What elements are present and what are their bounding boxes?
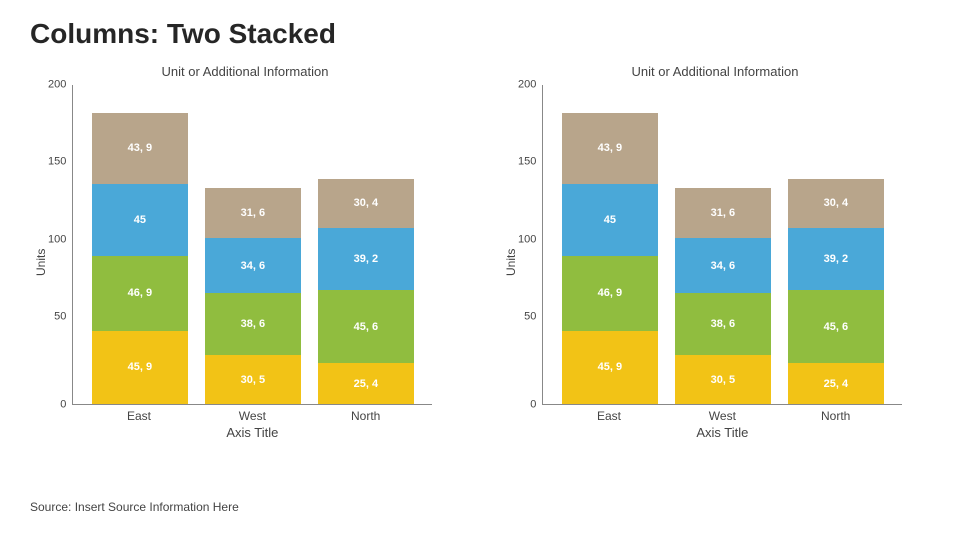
bar-column: 45, 946, 94543, 9 [92, 113, 188, 404]
y-tick: 150 [48, 157, 66, 168]
bar-segment: 25, 4 [788, 363, 884, 404]
bar-segment: 30, 5 [675, 355, 771, 404]
bars-container: 45, 946, 94543, 930, 538, 634, 631, 625,… [73, 85, 432, 404]
bar-segment: 45 [562, 184, 658, 256]
slide-title: Columns: Two Stacked [30, 18, 930, 50]
bars-container: 45, 946, 94543, 930, 538, 634, 631, 625,… [543, 85, 902, 404]
plot-area: 45, 946, 94543, 930, 538, 634, 631, 625,… [72, 85, 432, 405]
x-axis-title: Axis Title [72, 425, 432, 440]
y-tick: 200 [518, 80, 536, 91]
bar-segment: 45, 9 [562, 331, 658, 404]
y-tick: 0 [518, 400, 536, 411]
y-tick: 50 [518, 311, 536, 322]
bar-segment: 34, 6 [675, 238, 771, 293]
bar-segment: 39, 2 [318, 228, 414, 291]
y-tick: 200 [48, 80, 66, 91]
x-labels: East West North [72, 405, 432, 423]
bar-segment: 38, 6 [205, 293, 301, 355]
bar-segment: 45 [92, 184, 188, 256]
x-axis-title: Axis Title [542, 425, 902, 440]
x-label: East [91, 409, 187, 423]
bar-segment: 43, 9 [562, 113, 658, 183]
x-labels: East West North [542, 405, 902, 423]
chart-left: Unit or Additional Information Units 200… [30, 64, 460, 440]
plot-area: 45, 946, 94543, 930, 538, 634, 631, 625,… [542, 85, 902, 405]
bar-segment: 25, 4 [318, 363, 414, 404]
y-tick: 100 [48, 234, 66, 245]
bar-segment: 45, 9 [92, 331, 188, 404]
x-label: North [318, 409, 414, 423]
bar-segment: 31, 6 [675, 188, 771, 239]
bar-column: 30, 538, 634, 631, 6 [205, 188, 301, 404]
bar-segment: 43, 9 [92, 113, 188, 183]
y-tick: 0 [48, 400, 66, 411]
y-axis-label: Units [500, 85, 518, 440]
y-axis-label: Units [30, 85, 48, 440]
y-tick: 150 [518, 157, 536, 168]
x-label: East [561, 409, 657, 423]
chart-title: Unit or Additional Information [30, 64, 460, 79]
x-label: West [674, 409, 770, 423]
bar-segment: 45, 6 [318, 290, 414, 363]
y-ticks: 200 150 100 50 0 [518, 85, 542, 405]
bar-segment: 30, 5 [205, 355, 301, 404]
x-label: West [204, 409, 300, 423]
bar-segment: 46, 9 [562, 256, 658, 331]
chart-title: Unit or Additional Information [500, 64, 930, 79]
bar-segment: 45, 6 [788, 290, 884, 363]
bar-column: 25, 445, 639, 230, 4 [318, 179, 414, 404]
bar-segment: 31, 6 [205, 188, 301, 239]
y-tick: 50 [48, 311, 66, 322]
y-tick: 100 [518, 234, 536, 245]
bar-column: 45, 946, 94543, 9 [562, 113, 658, 404]
bar-segment: 38, 6 [675, 293, 771, 355]
chart-right: Unit or Additional Information Units 200… [500, 64, 930, 440]
bar-segment: 30, 4 [788, 179, 884, 228]
bar-segment: 30, 4 [318, 179, 414, 228]
x-label: North [788, 409, 884, 423]
bar-segment: 46, 9 [92, 256, 188, 331]
bar-segment: 39, 2 [788, 228, 884, 291]
source-note: Source: Insert Source Information Here [30, 500, 239, 514]
charts-row: Unit or Additional Information Units 200… [30, 64, 930, 440]
bar-segment: 34, 6 [205, 238, 301, 293]
bar-column: 30, 538, 634, 631, 6 [675, 188, 771, 404]
y-ticks: 200 150 100 50 0 [48, 85, 72, 405]
bar-column: 25, 445, 639, 230, 4 [788, 179, 884, 404]
